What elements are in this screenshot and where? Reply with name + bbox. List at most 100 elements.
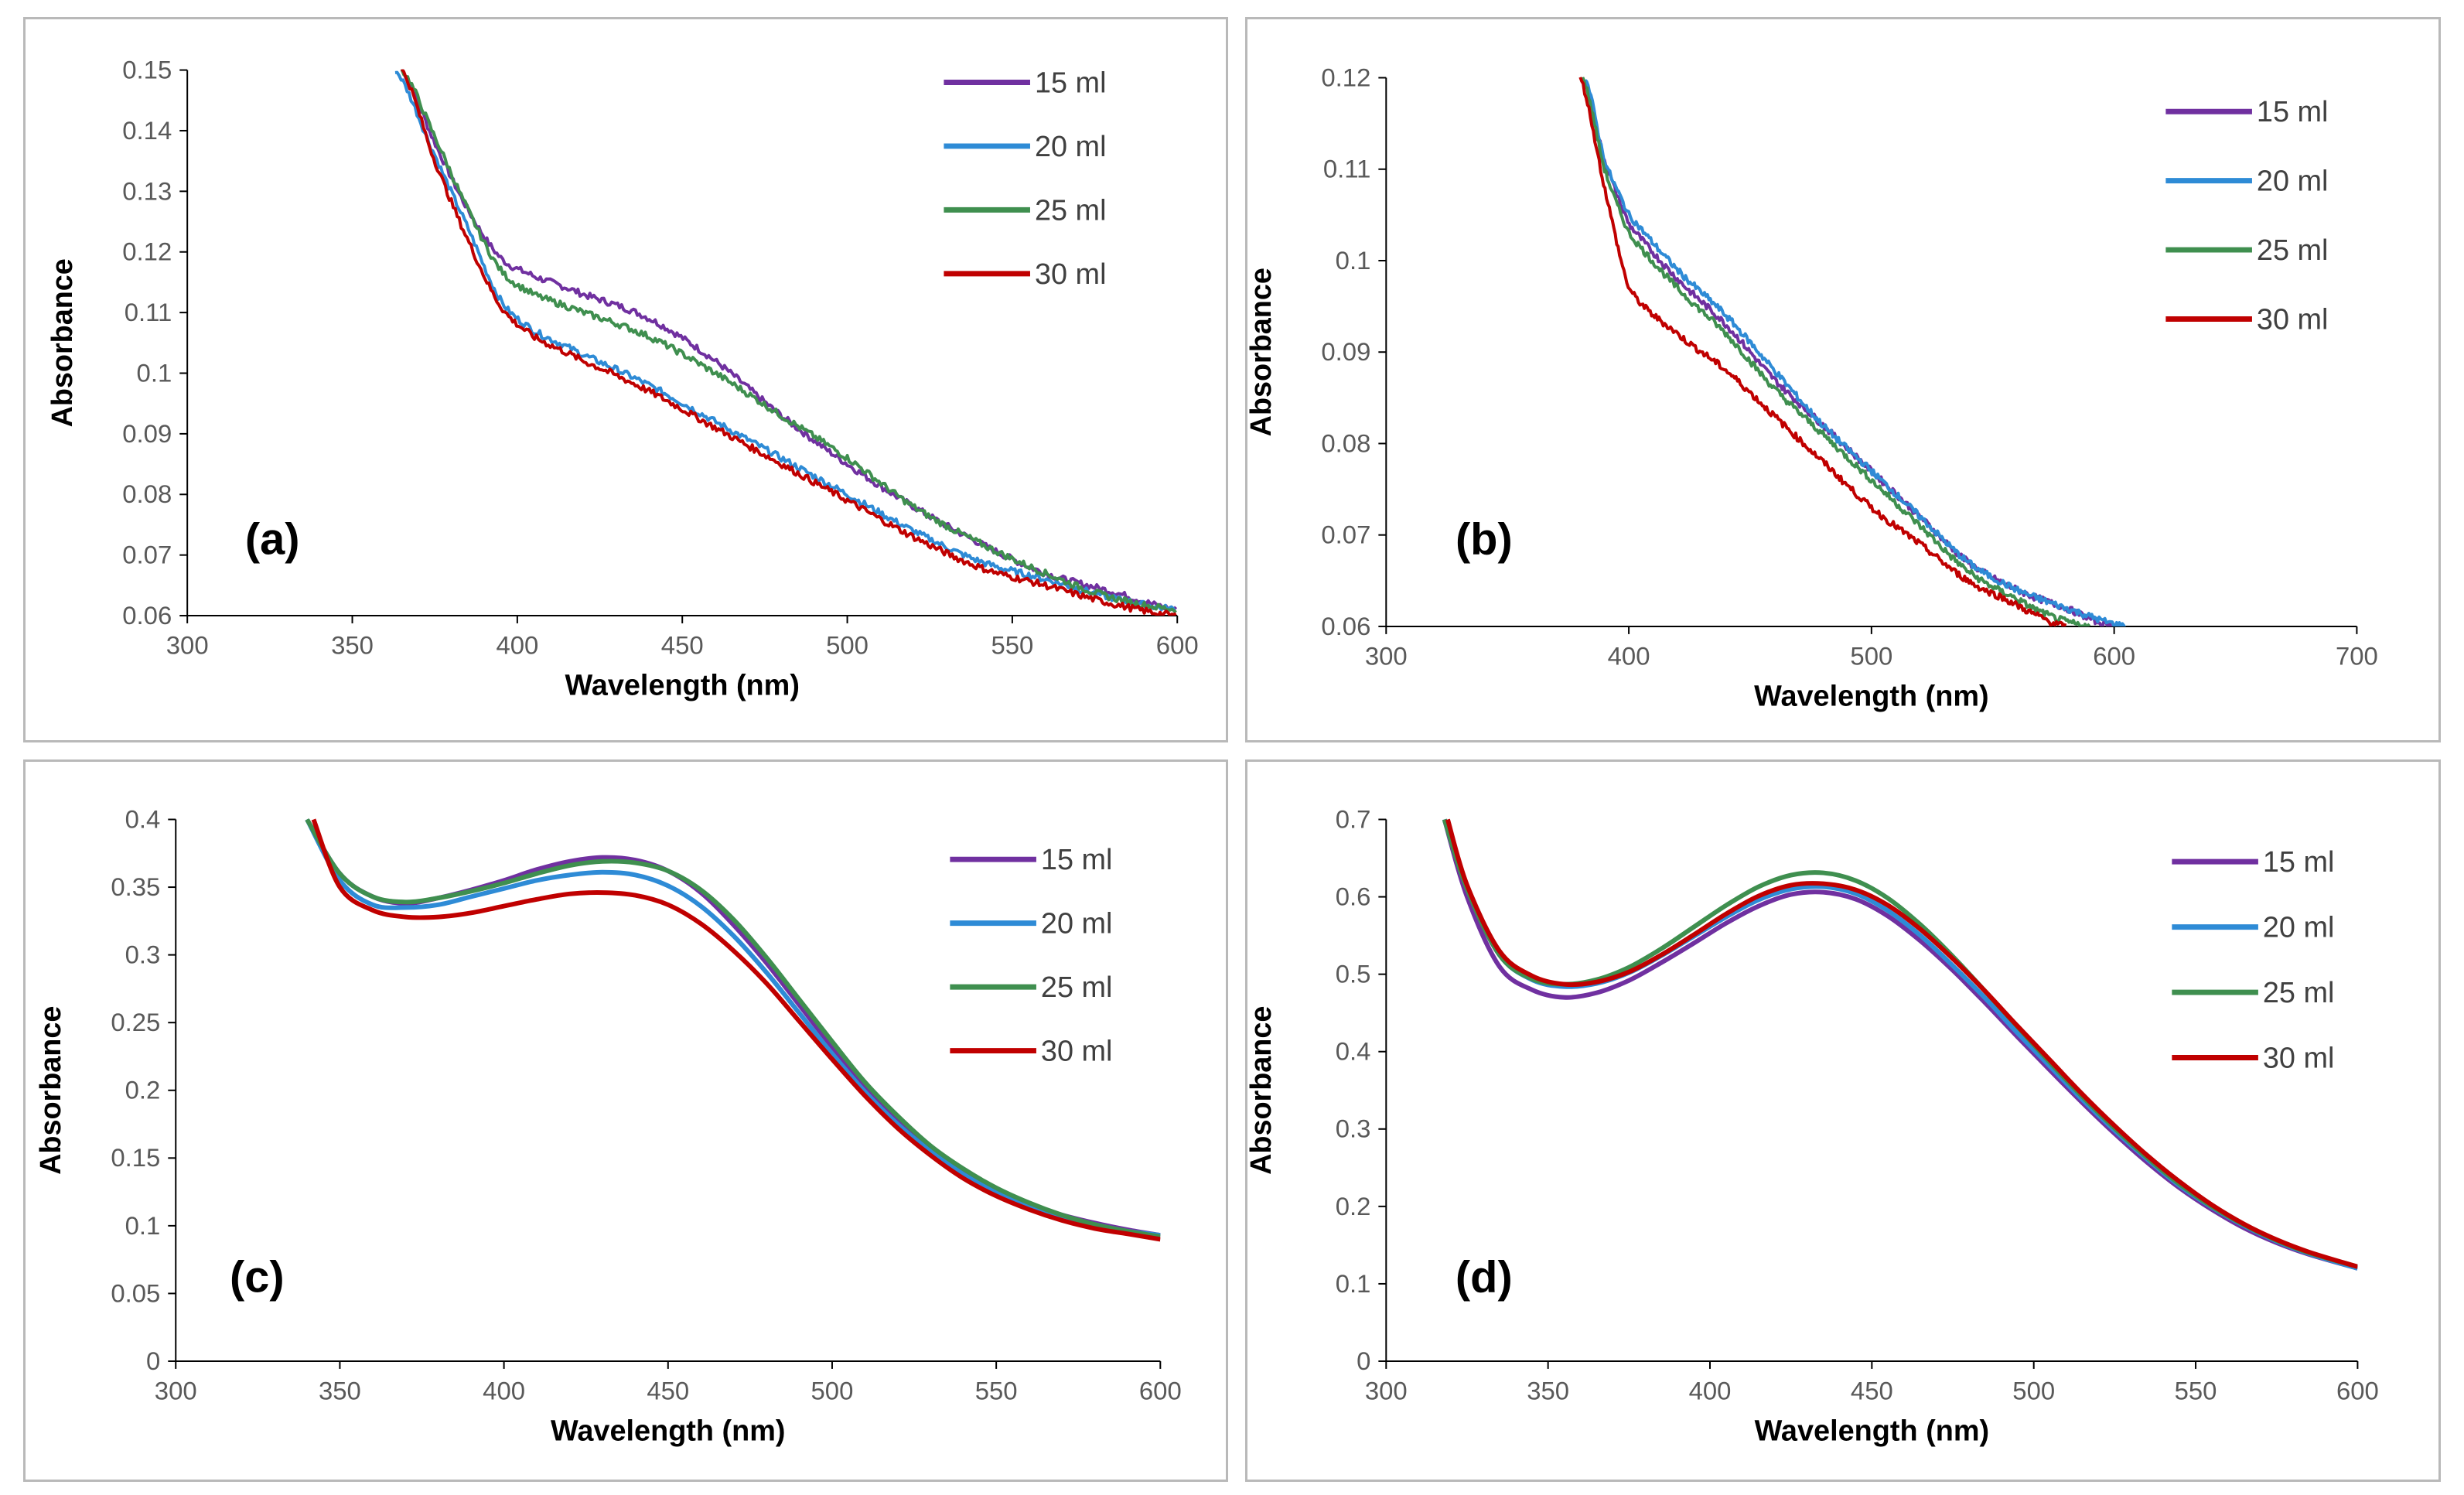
x-tick-label: 500 (811, 1377, 854, 1405)
x-tick-label: 600 (2336, 1377, 2379, 1405)
y-axis-title: Absorbance (1247, 268, 1278, 436)
y-tick-label: 0.13 (122, 176, 172, 205)
y-tick-label: 0.3 (1336, 1114, 1371, 1143)
legend-label: 25 ml (2263, 977, 2335, 1009)
y-tick-label: 0.07 (122, 541, 172, 569)
legend-label: 15 ml (1041, 844, 1113, 876)
legend-label: 25 ml (1041, 971, 1113, 1004)
panel-label: (a) (245, 515, 300, 565)
x-tick-label: 300 (166, 631, 209, 660)
series-line-30-ml (400, 69, 1177, 616)
legend-label: 30 ml (2257, 303, 2329, 336)
legend-label: 20 ml (1041, 908, 1113, 940)
y-tick-label: 0.08 (122, 480, 172, 508)
chart-panel-c: 0 0.05 0.1 0.15 0.2 0.25 0.3 0.35 0.4 300 350 400 45… (23, 759, 1228, 1482)
panel-label: (b) (1456, 515, 1513, 565)
series-line-20-ml (394, 70, 1177, 613)
y-tick-label: 0.6 (1336, 882, 1371, 911)
legend-label: 20 ml (1035, 131, 1107, 163)
y-tick-label: 0 (1357, 1347, 1370, 1375)
x-tick-label: 350 (1527, 1377, 1569, 1405)
series-line-30-ml (1578, 77, 2067, 626)
y-tick-label: 0.4 (125, 804, 161, 833)
y-tick-label: 0.06 (122, 601, 172, 630)
x-tick-label: 550 (975, 1377, 1018, 1405)
chart-panel-a: 0.06 0.07 0.08 0.09 0.1 0.11 0.12 0.13 0.14 0.15 3… (23, 17, 1228, 742)
x-tick-label: 500 (826, 631, 869, 660)
y-tick-label: 0.15 (111, 1143, 160, 1172)
series-line-25-ml (305, 818, 1161, 1239)
chart-panel-b: 0.06 0.07 0.08 0.09 0.1 0.11 0.12 300 400 500 600 7… (1245, 17, 2441, 742)
chart-svg-c: 0 0.05 0.1 0.15 0.2 0.25 0.3 0.35 0.4 300 350 400 45… (35, 804, 1182, 1447)
y-tick-label: 0.1 (137, 358, 172, 387)
y-axis-title: Absorbance (46, 258, 79, 427)
series-line-25-ml (1442, 818, 2358, 1269)
y-tick-label: 0.09 (122, 419, 172, 448)
y-tick-label: 0.2 (1336, 1192, 1371, 1220)
y-axis-title: Absorbance (1247, 1006, 1278, 1175)
y-tick-label: 0.25 (111, 1008, 160, 1036)
legend-label: 25 ml (1035, 194, 1107, 227)
x-tick-label: 400 (496, 631, 538, 660)
x-tick-label: 300 (1365, 642, 1408, 671)
legend-label: 20 ml (2257, 166, 2329, 198)
x-tick-label: 450 (647, 1377, 689, 1405)
series-line-20-ml (1584, 79, 2126, 626)
y-tick-label: 0.3 (125, 940, 161, 969)
legend-label: 30 ml (1035, 258, 1107, 291)
legend-label: 30 ml (1041, 1036, 1113, 1068)
legend-label: 25 ml (2257, 234, 2329, 267)
y-tick-label: 0.2 (125, 1076, 161, 1104)
series-group (305, 818, 1161, 1242)
series-line-20-ml (305, 818, 1161, 1238)
y-tick-label: 0.07 (1321, 521, 1370, 549)
panel-label: (d) (1456, 1253, 1513, 1302)
x-tick-label: 450 (1851, 1377, 1893, 1405)
y-tick-label: 0.11 (125, 298, 172, 326)
x-tick-label: 600 (1156, 631, 1199, 660)
x-tick-label: 400 (1608, 642, 1650, 671)
series-line-25-ml (400, 69, 1177, 614)
chart-svg-b: 0.06 0.07 0.08 0.09 0.1 0.11 0.12 300 400 500 600 7… (1247, 63, 2378, 712)
y-tick-label: 0.06 (1321, 612, 1370, 640)
chart-panel-d: 0 0.1 0.2 0.3 0.4 0.5 0.6 0.7 300 350 400 450 500 550… (1245, 759, 2441, 1482)
y-tick-label: 0.1 (125, 1211, 161, 1240)
legend-label: 30 ml (2263, 1042, 2335, 1074)
chart-svg-d: 0 0.1 0.2 0.3 0.4 0.5 0.6 0.7 300 350 400 450 500 550… (1247, 804, 2379, 1447)
series-group (1578, 77, 2126, 626)
x-tick-label: 700 (2336, 642, 2378, 671)
x-tick-label: 500 (2012, 1377, 2055, 1405)
series-line-15-ml (305, 818, 1161, 1238)
x-tick-label: 350 (331, 631, 374, 660)
x-tick-label: 500 (1850, 642, 1892, 671)
x-axis-title: Wavelength (nm) (1754, 680, 1988, 712)
x-tick-label: 550 (2175, 1377, 2217, 1405)
series-line-15-ml (1442, 818, 2358, 1271)
x-tick-label: 350 (319, 1377, 361, 1405)
series-line-20-ml (1442, 818, 2358, 1271)
x-tick-label: 400 (483, 1377, 525, 1405)
x-tick-label: 300 (1365, 1377, 1408, 1405)
y-tick-label: 0.09 (1321, 337, 1370, 366)
series-line-15-ml (1581, 80, 2113, 626)
x-axis-title: Wavelength (nm) (565, 669, 799, 701)
y-tick-label: 0.08 (1321, 428, 1370, 457)
panel-label: (c) (230, 1253, 285, 1302)
y-tick-label: 0.7 (1336, 804, 1371, 833)
x-tick-label: 400 (1689, 1377, 1732, 1405)
series-line-25-ml (1581, 77, 2091, 626)
y-tick-label: 0.12 (1321, 63, 1370, 91)
x-tick-label: 550 (991, 631, 1033, 660)
x-tick-label: 600 (1139, 1377, 1182, 1405)
legend-label: 15 ml (2263, 846, 2335, 879)
legend-label: 15 ml (1035, 67, 1107, 99)
x-axis-title: Wavelength (nm) (1755, 1415, 1989, 1447)
x-tick-label: 450 (661, 631, 704, 660)
y-tick-label: 0.14 (122, 116, 172, 145)
y-tick-label: 0.5 (1336, 960, 1371, 988)
y-tick-label: 0.4 (1336, 1037, 1371, 1066)
y-tick-label: 0 (146, 1347, 160, 1375)
series-line-30-ml (311, 818, 1161, 1242)
legend-label: 15 ml (2257, 96, 2329, 128)
y-axis-title: Absorbance (35, 1006, 67, 1175)
